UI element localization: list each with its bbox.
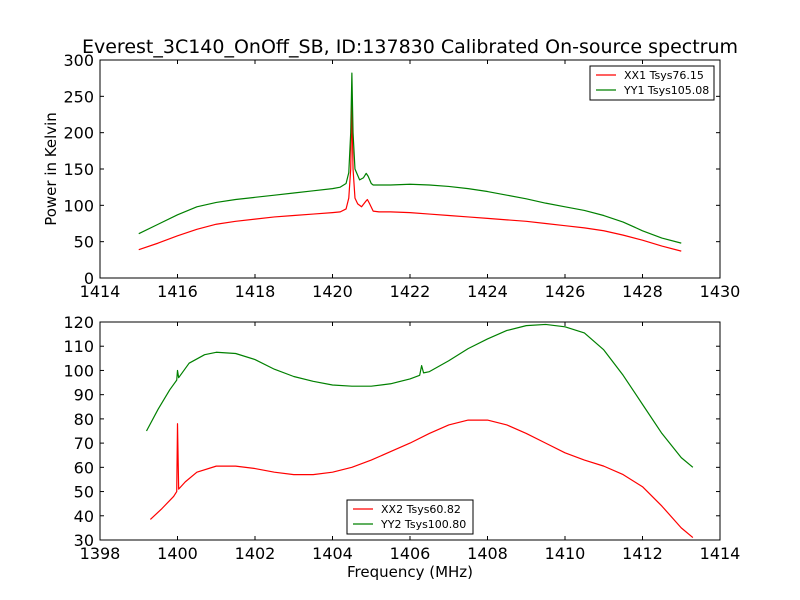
y-tick-label: 110 (63, 337, 94, 356)
bottom-y-ticks: 30 40 50 60 70 80 90 100 110 120 (63, 313, 720, 550)
bottom-chart: 1398 1400 1402 1404 1406 1408 1410 1412 1414 30 4… (63, 313, 740, 581)
y-tick-label: 100 (63, 196, 94, 215)
series-line-xx1 (138, 103, 682, 252)
x-tick-label: 1410 (545, 544, 586, 563)
y-tick-label: 120 (63, 313, 94, 332)
y-tick-label: 150 (63, 160, 94, 179)
bottom-series-lines (145, 323, 694, 539)
top-y-ticks: 0 50 100 150 200 250 300 (63, 51, 720, 288)
x-tick-label: 1404 (312, 544, 353, 563)
x-tick-label: 1408 (467, 544, 508, 563)
y-tick-label: 100 (63, 361, 94, 380)
bottom-legend: XX2 Tsys60.82 YY2 Tsys100.80 (346, 499, 474, 535)
y-tick-label: 250 (63, 87, 94, 106)
x-tick-label: 1414 (80, 282, 121, 301)
x-tick-label: 1428 (622, 282, 663, 301)
x-tick-label: 1430 (700, 282, 741, 301)
legend-entry-xx1: XX1 Tsys76.15 (624, 69, 704, 82)
y-tick-label: 80 (74, 410, 94, 429)
top-series-lines (138, 72, 682, 252)
y-tick-label: 90 (74, 386, 94, 405)
bottom-x-ticks: 1398 1400 1402 1404 1406 1408 1410 1412 1414 (80, 322, 741, 563)
series-line-yy1 (138, 72, 682, 244)
x-tick-label: 1418 (235, 282, 276, 301)
y-tick-label: 50 (74, 233, 94, 252)
x-tick-label: 1412 (622, 544, 663, 563)
y-tick-label: 30 (74, 531, 94, 550)
y-tick-label: 40 (74, 507, 94, 526)
top-x-ticks: 1414 1416 1418 1420 1422 1424 1426 1428 1430 (80, 60, 741, 301)
x-tick-label: 1406 (390, 544, 431, 563)
x-tick-label: 1398 (80, 544, 121, 563)
y-tick-label: 0 (84, 269, 94, 288)
y-tick-label: 300 (63, 51, 94, 70)
x-tick-label: 1422 (390, 282, 431, 301)
legend-entry-yy1: YY1 Tsys105.08 (623, 84, 709, 97)
top-y-axis-label: Power in Kelvin (42, 112, 60, 226)
legend-entry-yy2: YY2 Tsys100.80 (380, 518, 466, 531)
x-tick-label: 1400 (157, 544, 198, 563)
y-tick-label: 70 (74, 434, 94, 453)
x-tick-label: 1414 (700, 544, 741, 563)
x-tick-label: 1424 (467, 282, 508, 301)
legend-entry-xx2: XX2 Tsys60.82 (381, 503, 461, 516)
top-chart: 1414 1416 1418 1420 1422 1424 1426 1428 1430 0 50… (42, 51, 740, 301)
x-tick-label: 1420 (312, 282, 353, 301)
series-line-xx2 (149, 419, 694, 539)
series-line-yy2 (145, 323, 694, 468)
x-tick-label: 1426 (545, 282, 586, 301)
top-legend: XX1 Tsys76.15 YY1 Tsys105.08 (589, 65, 715, 101)
x-tick-label: 1416 (157, 282, 198, 301)
bottom-x-axis-label: Frequency (MHz) (347, 563, 473, 581)
x-tick-label: 1402 (235, 544, 276, 563)
top-chart-title: Everest_3C140_OnOff_SB, ID:137830 Calibr… (82, 36, 738, 58)
y-tick-label: 50 (74, 483, 94, 502)
y-tick-label: 60 (74, 458, 94, 477)
y-tick-label: 200 (63, 124, 94, 143)
